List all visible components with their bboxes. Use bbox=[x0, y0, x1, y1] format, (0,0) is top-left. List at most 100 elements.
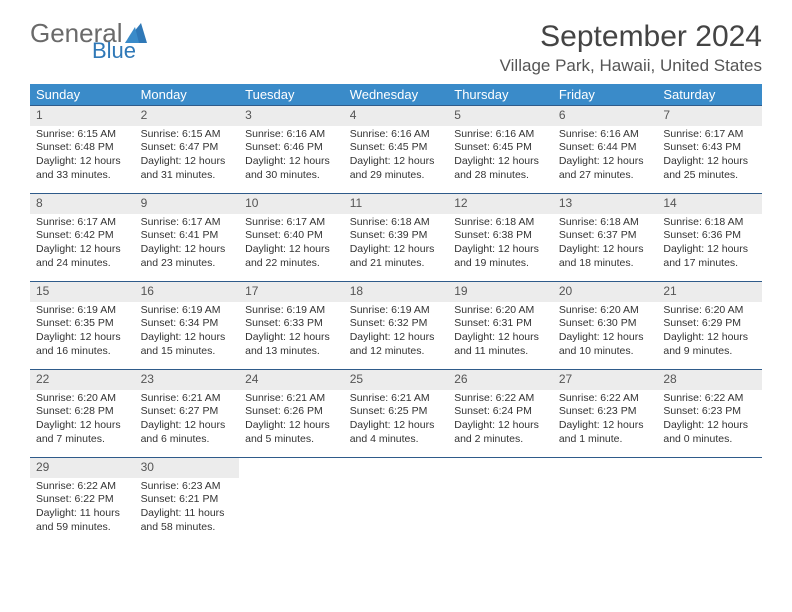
day-number: 1 bbox=[30, 106, 135, 126]
day-body: Sunrise: 6:16 AMSunset: 6:45 PMDaylight:… bbox=[448, 126, 553, 187]
sunrise-text: Sunrise: 6:17 AM bbox=[141, 216, 234, 230]
daylight-text: Daylight: 12 hours bbox=[141, 419, 234, 433]
day-number: 14 bbox=[657, 194, 762, 214]
col-thursday: Thursday bbox=[448, 84, 553, 106]
calendar-cell: 13Sunrise: 6:18 AMSunset: 6:37 PMDayligh… bbox=[553, 194, 658, 282]
calendar-cell: 4Sunrise: 6:16 AMSunset: 6:45 PMDaylight… bbox=[344, 106, 449, 194]
col-tuesday: Tuesday bbox=[239, 84, 344, 106]
daylight-text: Daylight: 12 hours bbox=[350, 155, 443, 169]
day-body: Sunrise: 6:16 AMSunset: 6:46 PMDaylight:… bbox=[239, 126, 344, 187]
sunrise-text: Sunrise: 6:15 AM bbox=[141, 128, 234, 142]
day-number: 23 bbox=[135, 370, 240, 390]
daylight-text: and 28 minutes. bbox=[454, 169, 547, 183]
daylight-text: Daylight: 12 hours bbox=[350, 419, 443, 433]
daylight-text: and 0 minutes. bbox=[663, 433, 756, 447]
sunset-text: Sunset: 6:44 PM bbox=[559, 141, 652, 155]
calendar-cell: 28Sunrise: 6:22 AMSunset: 6:23 PMDayligh… bbox=[657, 370, 762, 458]
title-block: September 2024 Village Park, Hawaii, Uni… bbox=[500, 20, 762, 76]
calendar-cell: 30Sunrise: 6:23 AMSunset: 6:21 PMDayligh… bbox=[135, 458, 240, 546]
weekday-header-row: Sunday Monday Tuesday Wednesday Thursday… bbox=[30, 84, 762, 106]
day-body: Sunrise: 6:21 AMSunset: 6:26 PMDaylight:… bbox=[239, 390, 344, 451]
day-body: Sunrise: 6:22 AMSunset: 6:24 PMDaylight:… bbox=[448, 390, 553, 451]
daylight-text: and 58 minutes. bbox=[141, 521, 234, 535]
daylight-text: and 15 minutes. bbox=[141, 345, 234, 359]
sunset-text: Sunset: 6:28 PM bbox=[36, 405, 129, 419]
sunrise-text: Sunrise: 6:18 AM bbox=[350, 216, 443, 230]
calendar-cell: 14Sunrise: 6:18 AMSunset: 6:36 PMDayligh… bbox=[657, 194, 762, 282]
daylight-text: Daylight: 12 hours bbox=[245, 243, 338, 257]
calendar-row: 22Sunrise: 6:20 AMSunset: 6:28 PMDayligh… bbox=[30, 370, 762, 458]
daylight-text: and 24 minutes. bbox=[36, 257, 129, 271]
daylight-text: and 18 minutes. bbox=[559, 257, 652, 271]
sunrise-text: Sunrise: 6:23 AM bbox=[141, 480, 234, 494]
sunset-text: Sunset: 6:36 PM bbox=[663, 229, 756, 243]
calendar-cell: 26Sunrise: 6:22 AMSunset: 6:24 PMDayligh… bbox=[448, 370, 553, 458]
day-body: Sunrise: 6:18 AMSunset: 6:37 PMDaylight:… bbox=[553, 214, 658, 275]
sunset-text: Sunset: 6:33 PM bbox=[245, 317, 338, 331]
day-body: Sunrise: 6:18 AMSunset: 6:38 PMDaylight:… bbox=[448, 214, 553, 275]
sunset-text: Sunset: 6:45 PM bbox=[454, 141, 547, 155]
day-number: 22 bbox=[30, 370, 135, 390]
col-friday: Friday bbox=[553, 84, 658, 106]
daylight-text: Daylight: 12 hours bbox=[454, 419, 547, 433]
sunrise-text: Sunrise: 6:17 AM bbox=[36, 216, 129, 230]
sunset-text: Sunset: 6:23 PM bbox=[663, 405, 756, 419]
daylight-text: Daylight: 12 hours bbox=[245, 331, 338, 345]
day-body: Sunrise: 6:20 AMSunset: 6:28 PMDaylight:… bbox=[30, 390, 135, 451]
day-body: Sunrise: 6:16 AMSunset: 6:45 PMDaylight:… bbox=[344, 126, 449, 187]
day-body: Sunrise: 6:19 AMSunset: 6:32 PMDaylight:… bbox=[344, 302, 449, 363]
col-monday: Monday bbox=[135, 84, 240, 106]
day-body: Sunrise: 6:15 AMSunset: 6:48 PMDaylight:… bbox=[30, 126, 135, 187]
sunset-text: Sunset: 6:38 PM bbox=[454, 229, 547, 243]
daylight-text: and 31 minutes. bbox=[141, 169, 234, 183]
daylight-text: and 30 minutes. bbox=[245, 169, 338, 183]
sunrise-text: Sunrise: 6:16 AM bbox=[454, 128, 547, 142]
daylight-text: and 2 minutes. bbox=[454, 433, 547, 447]
sunset-text: Sunset: 6:47 PM bbox=[141, 141, 234, 155]
sunrise-text: Sunrise: 6:20 AM bbox=[663, 304, 756, 318]
sunrise-text: Sunrise: 6:22 AM bbox=[36, 480, 129, 494]
day-number: 18 bbox=[344, 282, 449, 302]
logo: General Blue bbox=[30, 20, 147, 62]
sunset-text: Sunset: 6:27 PM bbox=[141, 405, 234, 419]
sunrise-text: Sunrise: 6:19 AM bbox=[141, 304, 234, 318]
sunset-text: Sunset: 6:26 PM bbox=[245, 405, 338, 419]
daylight-text: and 9 minutes. bbox=[663, 345, 756, 359]
daylight-text: Daylight: 12 hours bbox=[36, 331, 129, 345]
daylight-text: Daylight: 12 hours bbox=[350, 243, 443, 257]
sunset-text: Sunset: 6:48 PM bbox=[36, 141, 129, 155]
calendar-cell: 23Sunrise: 6:21 AMSunset: 6:27 PMDayligh… bbox=[135, 370, 240, 458]
daylight-text: and 13 minutes. bbox=[245, 345, 338, 359]
sunset-text: Sunset: 6:43 PM bbox=[663, 141, 756, 155]
sunrise-text: Sunrise: 6:18 AM bbox=[559, 216, 652, 230]
daylight-text: Daylight: 11 hours bbox=[141, 507, 234, 521]
calendar-table: Sunday Monday Tuesday Wednesday Thursday… bbox=[30, 84, 762, 546]
day-body: Sunrise: 6:17 AMSunset: 6:43 PMDaylight:… bbox=[657, 126, 762, 187]
daylight-text: Daylight: 12 hours bbox=[559, 419, 652, 433]
daylight-text: Daylight: 12 hours bbox=[559, 243, 652, 257]
sunrise-text: Sunrise: 6:21 AM bbox=[245, 392, 338, 406]
day-body: Sunrise: 6:21 AMSunset: 6:25 PMDaylight:… bbox=[344, 390, 449, 451]
calendar-cell bbox=[657, 458, 762, 546]
daylight-text: and 7 minutes. bbox=[36, 433, 129, 447]
calendar-cell: 19Sunrise: 6:20 AMSunset: 6:31 PMDayligh… bbox=[448, 282, 553, 370]
day-body: Sunrise: 6:19 AMSunset: 6:33 PMDaylight:… bbox=[239, 302, 344, 363]
daylight-text: and 33 minutes. bbox=[36, 169, 129, 183]
calendar-cell: 3Sunrise: 6:16 AMSunset: 6:46 PMDaylight… bbox=[239, 106, 344, 194]
day-body: Sunrise: 6:22 AMSunset: 6:22 PMDaylight:… bbox=[30, 478, 135, 539]
calendar-cell: 15Sunrise: 6:19 AMSunset: 6:35 PMDayligh… bbox=[30, 282, 135, 370]
sunrise-text: Sunrise: 6:17 AM bbox=[663, 128, 756, 142]
sunset-text: Sunset: 6:34 PM bbox=[141, 317, 234, 331]
daylight-text: Daylight: 12 hours bbox=[36, 155, 129, 169]
day-number: 21 bbox=[657, 282, 762, 302]
day-body: Sunrise: 6:20 AMSunset: 6:30 PMDaylight:… bbox=[553, 302, 658, 363]
sunset-text: Sunset: 6:24 PM bbox=[454, 405, 547, 419]
day-number: 27 bbox=[553, 370, 658, 390]
sunset-text: Sunset: 6:45 PM bbox=[350, 141, 443, 155]
daylight-text: and 1 minute. bbox=[559, 433, 652, 447]
sunrise-text: Sunrise: 6:22 AM bbox=[559, 392, 652, 406]
day-number: 19 bbox=[448, 282, 553, 302]
sunset-text: Sunset: 6:23 PM bbox=[559, 405, 652, 419]
sunset-text: Sunset: 6:21 PM bbox=[141, 493, 234, 507]
daylight-text: Daylight: 12 hours bbox=[663, 155, 756, 169]
